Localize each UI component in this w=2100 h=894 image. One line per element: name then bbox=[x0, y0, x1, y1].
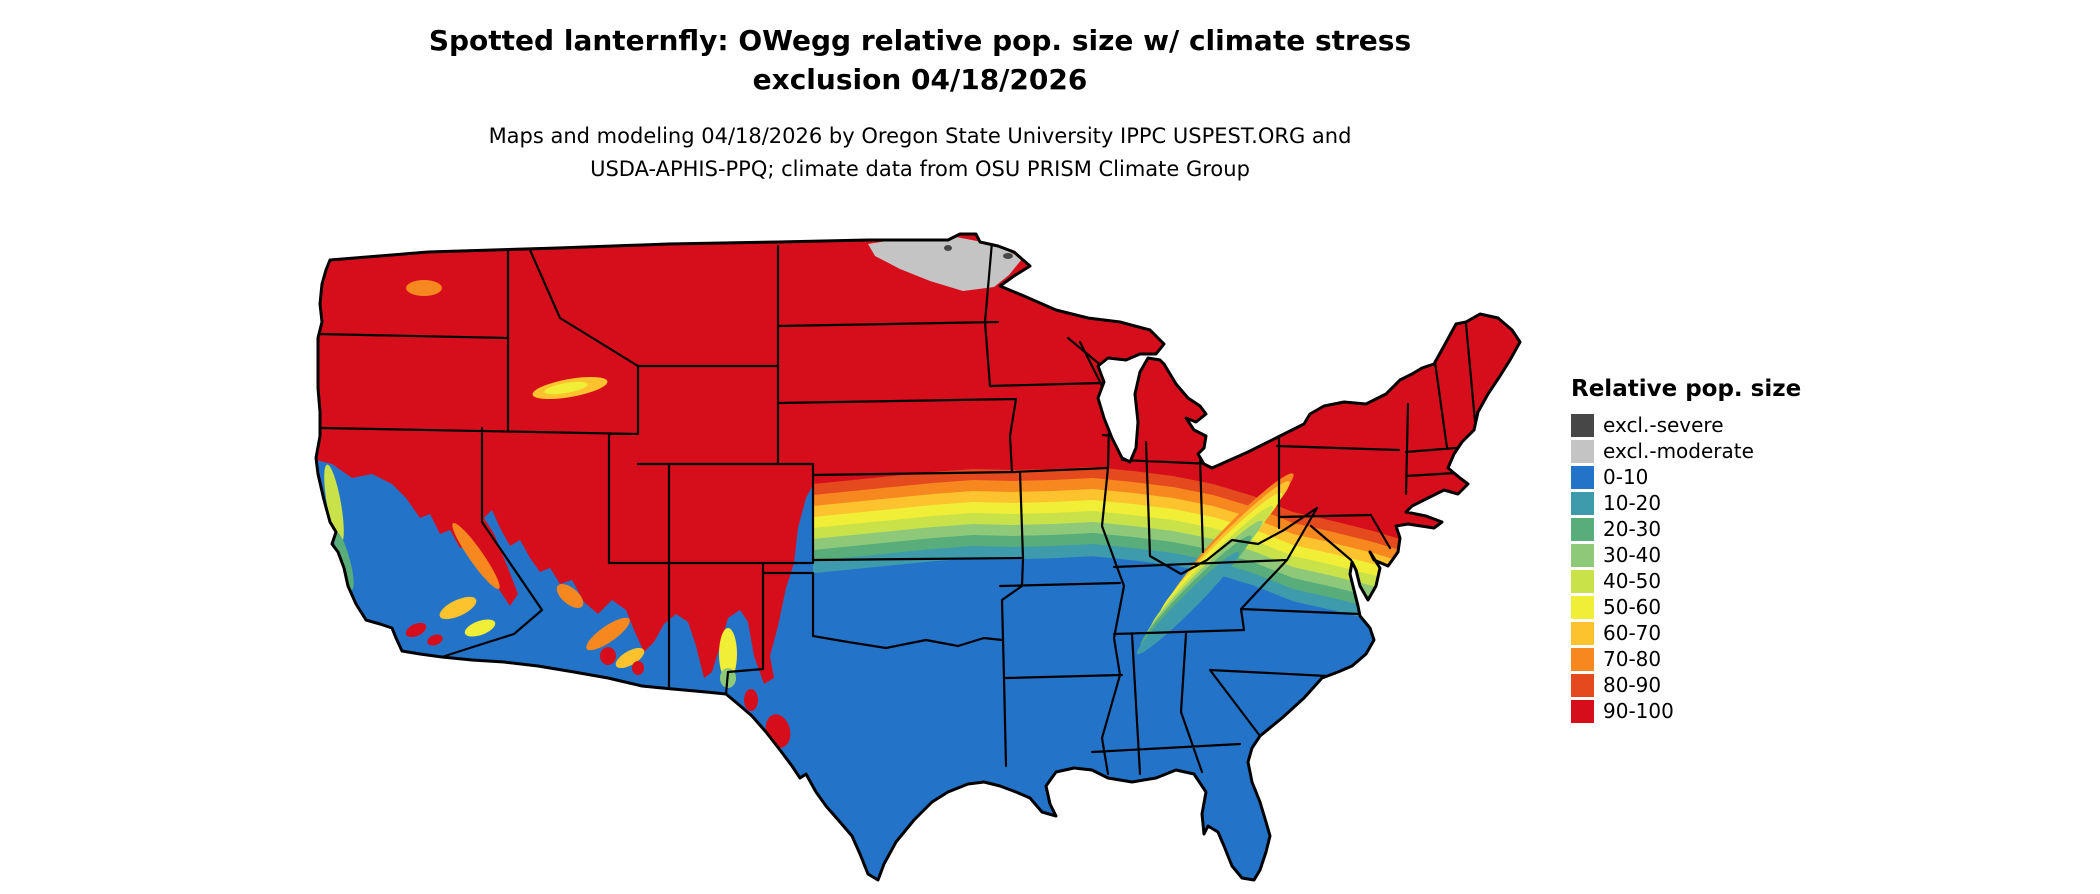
legend-swatch bbox=[1571, 517, 1594, 541]
legend: Relative pop. size excl.-severe excl.-mod… bbox=[1571, 376, 1801, 724]
legend-item-label: 80-90 bbox=[1603, 673, 1662, 697]
map-title-line1: Spotted lanternfly: OWegg relative pop. … bbox=[428, 24, 1412, 57]
legend-swatch bbox=[1571, 595, 1594, 619]
legend-item-label: 60-70 bbox=[1603, 621, 1662, 645]
legend-item: 40-50 bbox=[1571, 568, 1801, 594]
legend-item-label: 0-10 bbox=[1603, 465, 1649, 489]
legend-item-label: 90-100 bbox=[1603, 699, 1674, 723]
legend-item: 60-70 bbox=[1571, 620, 1801, 646]
legend-item-label: excl.-severe bbox=[1603, 413, 1724, 437]
legend-swatch bbox=[1571, 465, 1594, 489]
map-subtitle: Maps and modeling 04/18/2026 by Oregon S… bbox=[170, 120, 1670, 185]
legend-item-label: 20-30 bbox=[1603, 517, 1662, 541]
legend-item-label: 30-40 bbox=[1603, 543, 1662, 567]
legend-item: excl.-severe bbox=[1571, 412, 1801, 438]
legend-swatch bbox=[1571, 439, 1594, 463]
legend-item: 80-90 bbox=[1571, 672, 1801, 698]
legend-swatch bbox=[1571, 491, 1594, 515]
legend-item: excl.-moderate bbox=[1571, 438, 1801, 464]
legend-item: 30-40 bbox=[1571, 542, 1801, 568]
legend-item: 70-80 bbox=[1571, 646, 1801, 672]
us-outline bbox=[314, 232, 1522, 882]
legend-item: 10-20 bbox=[1571, 490, 1801, 516]
legend-item-label: excl.-moderate bbox=[1603, 439, 1754, 463]
map-subtitle-line1: Maps and modeling 04/18/2026 by Oregon S… bbox=[488, 124, 1352, 148]
legend-swatch bbox=[1571, 673, 1594, 697]
legend-swatch bbox=[1571, 413, 1594, 437]
legend-swatch bbox=[1571, 699, 1594, 723]
legend-title: Relative pop. size bbox=[1571, 376, 1802, 402]
legend-item: 50-60 bbox=[1571, 594, 1801, 620]
map-exclusion-patches bbox=[868, 237, 1022, 291]
legend-swatch bbox=[1571, 569, 1594, 593]
legend-item-label: 10-20 bbox=[1603, 491, 1662, 515]
us-risk-map bbox=[314, 232, 1522, 882]
map-title-line2: exclusion 04/18/2026 bbox=[752, 62, 1088, 96]
legend-item-label: 50-60 bbox=[1603, 595, 1662, 619]
legend-items: excl.-severe excl.-moderate 0-10 10-20 20-30… bbox=[1571, 412, 1801, 724]
legend-swatch bbox=[1571, 621, 1594, 645]
legend-item: 90-100 bbox=[1571, 698, 1801, 724]
map-subtitle-line2: USDA-APHIS-PPQ; climate data from OSU PR… bbox=[590, 156, 1250, 181]
legend-item: 20-30 bbox=[1571, 516, 1801, 542]
map-canvas bbox=[308, 226, 1534, 890]
legend-swatch bbox=[1571, 647, 1594, 671]
legend-item: 0-10 bbox=[1571, 464, 1801, 490]
legend-swatch bbox=[1571, 543, 1594, 567]
legend-item-label: 70-80 bbox=[1603, 647, 1662, 671]
map-title: Spotted lanternfly: OWegg relative pop. … bbox=[170, 22, 1670, 99]
legend-item-label: 40-50 bbox=[1603, 569, 1662, 593]
